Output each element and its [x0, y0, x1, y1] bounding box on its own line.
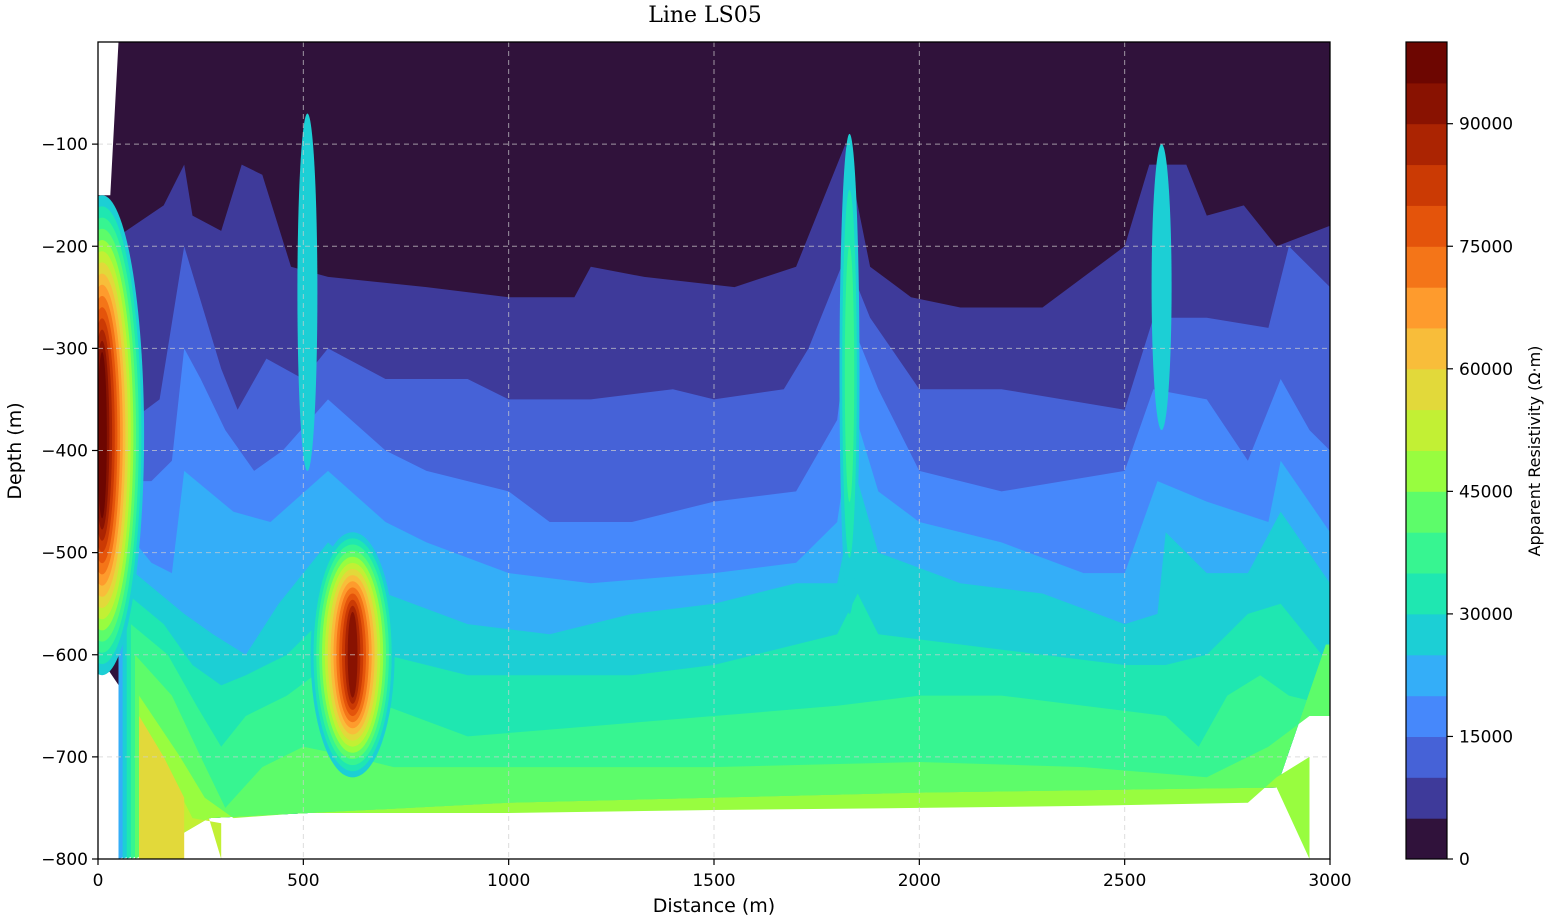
y-tick-label-2: −300 — [41, 339, 88, 359]
grid-layer — [98, 42, 1330, 859]
colorbar-tick-label-6: 90000 — [1459, 115, 1513, 135]
y-axis: −100 −200 −300 −400 −500 −600 −700 −800 — [41, 135, 98, 870]
colorbar-tick-label-1: 15000 — [1459, 727, 1513, 747]
y-tick-label-1: −200 — [41, 237, 88, 257]
colorbar-swatch-5 — [1406, 613, 1447, 656]
colorbar-swatch-4 — [1406, 654, 1447, 697]
x-tick-label-5: 2500 — [1103, 871, 1146, 891]
colorbar-swatch-17 — [1406, 123, 1447, 166]
anomaly-2-ring-14 — [98, 352, 107, 519]
colorbar-swatch-6 — [1406, 573, 1447, 615]
y-tick-label-4: −500 — [41, 544, 88, 564]
anomaly-4-ring-2 — [844, 245, 855, 502]
colorbar-swatch-1 — [1406, 777, 1447, 819]
colorbar-swatch-3 — [1406, 695, 1447, 737]
colorbar-swatch-19 — [1406, 42, 1447, 84]
colorbar-tick-label-2: 30000 — [1459, 605, 1513, 625]
colorbar-swatch-15 — [1406, 205, 1447, 247]
colorbar-label: Apparent Resistivity (Ω·m) — [1525, 346, 1544, 557]
x-axis: 0 500 1000 1500 2000 2500 3000 — [93, 859, 1352, 891]
colorbar-tick-label-0: 0 — [1459, 850, 1470, 870]
colorbar-swatch-8 — [1406, 491, 1447, 533]
colorbar-swatch-2 — [1406, 736, 1447, 778]
chart-title: Line LS05 — [648, 3, 762, 28]
colorbar: 0 15000 30000 45000 60000 75000 90000 — [1405, 41, 1513, 870]
y-tick-label-7: −800 — [41, 850, 88, 870]
colorbar-swatch-9 — [1406, 450, 1447, 492]
y-tick-label-5: −600 — [41, 646, 88, 666]
colorbar-tick-label-5: 75000 — [1459, 237, 1513, 257]
x-tick-label-1: 500 — [287, 871, 319, 891]
colorbar-swatch-7 — [1406, 532, 1447, 574]
colorbar-swatch-11 — [1406, 368, 1447, 411]
x-tick-label-2: 1000 — [487, 871, 530, 891]
x-tick-label-4: 2000 — [898, 871, 941, 891]
x-axis-label: Distance (m) — [653, 895, 775, 916]
anomaly-0-ring-0 — [297, 113, 318, 471]
colorbar-frame — [1405, 41, 1448, 860]
colorbar-swatch-12 — [1406, 327, 1447, 370]
colorbar-swatch-13 — [1406, 287, 1447, 329]
colorbar-swatch-16 — [1406, 164, 1447, 206]
y-axis-label: Depth (m) — [4, 402, 26, 499]
contour-region-55000 — [139, 716, 185, 859]
x-tick-label-3: 1500 — [692, 871, 735, 891]
anomaly-3-ring-0 — [1151, 144, 1172, 431]
x-tick-label-0: 0 — [93, 871, 104, 891]
colorbar-swatch-10 — [1406, 409, 1447, 451]
x-tick-label-6: 3000 — [1308, 871, 1351, 891]
colorbar-tick-label-3: 45000 — [1459, 482, 1513, 502]
colorbar-tick-label-4: 60000 — [1459, 360, 1513, 380]
contour-fill-layer — [98, 42, 1330, 859]
colorbar-swatch-0 — [1406, 818, 1447, 860]
y-tick-label-6: −700 — [41, 748, 88, 768]
colorbar-swatch-14 — [1406, 246, 1447, 288]
colorbar-swatch-18 — [1406, 82, 1447, 125]
contour-region-40000 — [135, 644, 1330, 859]
y-tick-label-0: −100 — [41, 135, 88, 155]
y-tick-label-3: −400 — [41, 442, 88, 462]
